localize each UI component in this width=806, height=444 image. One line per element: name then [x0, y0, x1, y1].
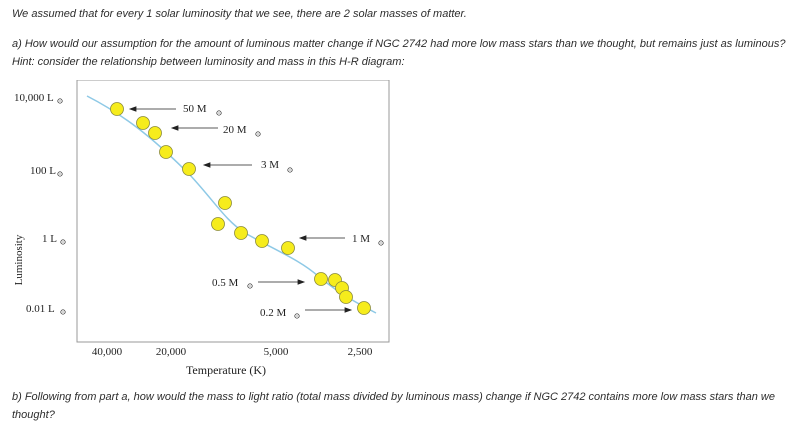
- star: [357, 301, 371, 315]
- x-tick-40000: 40,000: [92, 346, 123, 358]
- sun-symbol: [60, 239, 66, 245]
- star: [136, 116, 150, 130]
- pointer-arrows: [128, 106, 353, 313]
- question-a: a) How would our assumption for the amou…: [12, 38, 786, 68]
- sun-symbol: [287, 167, 293, 173]
- sun-symbol-dot: [218, 112, 220, 114]
- y-tick-10000: 10,000 L: [14, 92, 54, 104]
- sun-symbol: [60, 309, 66, 315]
- intro-text: We assumed that for every 1 solar lumino…: [12, 8, 467, 20]
- mass-label-20: 20 M: [223, 124, 247, 136]
- sun-symbol: [216, 110, 222, 116]
- sun-symbol-dot: [296, 315, 298, 317]
- hr-diagram: Luminosity 10,000 L 100 L 1 L 0.01 L 40,…: [13, 80, 390, 377]
- mass-label-0.2: 0.2 M: [260, 307, 287, 319]
- star: [182, 162, 196, 176]
- y-tick-100: 100 L: [30, 165, 56, 177]
- sun-symbol-dot: [59, 173, 61, 175]
- star: [314, 272, 328, 286]
- sun-symbol-dot: [380, 242, 382, 244]
- sun-symbol-dot: [257, 133, 259, 135]
- y-tick-0.01: 0.01 L: [26, 303, 55, 315]
- star: [255, 234, 269, 248]
- plot-frame: [76, 80, 390, 343]
- sun-symbol: [57, 171, 63, 177]
- sun-symbol-dot: [62, 241, 64, 243]
- sun-symbol-dot: [62, 311, 64, 313]
- star: [159, 145, 173, 159]
- sun-symbol: [294, 313, 300, 319]
- star: [281, 241, 295, 255]
- sun-symbol-dot: [249, 285, 251, 287]
- sun-symbol-dot: [59, 100, 61, 102]
- mass-label-50: 50 M: [183, 103, 207, 115]
- sun-symbol: [255, 131, 261, 137]
- mass-label-0.5: 0.5 M: [212, 277, 239, 289]
- star: [148, 126, 162, 140]
- star-markers: [110, 102, 371, 315]
- x-tick-2500: 2,500: [348, 346, 373, 358]
- y-tick-1: 1 L: [42, 233, 57, 245]
- question-b: b) Following from part a, how would the …: [12, 391, 775, 421]
- x-tick-5000: 5,000: [264, 346, 289, 358]
- y-axis-label: Luminosity: [13, 234, 25, 285]
- mass-label-1: 1 M: [352, 233, 370, 245]
- star: [234, 226, 248, 240]
- sun-symbol: [378, 240, 384, 246]
- star: [110, 102, 124, 116]
- x-axis-label: Temperature (K): [186, 363, 266, 377]
- star: [211, 217, 225, 231]
- mass-label-3: 3 M: [261, 159, 279, 171]
- sun-symbol: [247, 283, 253, 289]
- star: [218, 196, 232, 210]
- star: [339, 290, 353, 304]
- sun-symbol: [57, 98, 63, 104]
- x-tick-20000: 20,000: [156, 346, 187, 358]
- sun-symbol-dot: [289, 169, 291, 171]
